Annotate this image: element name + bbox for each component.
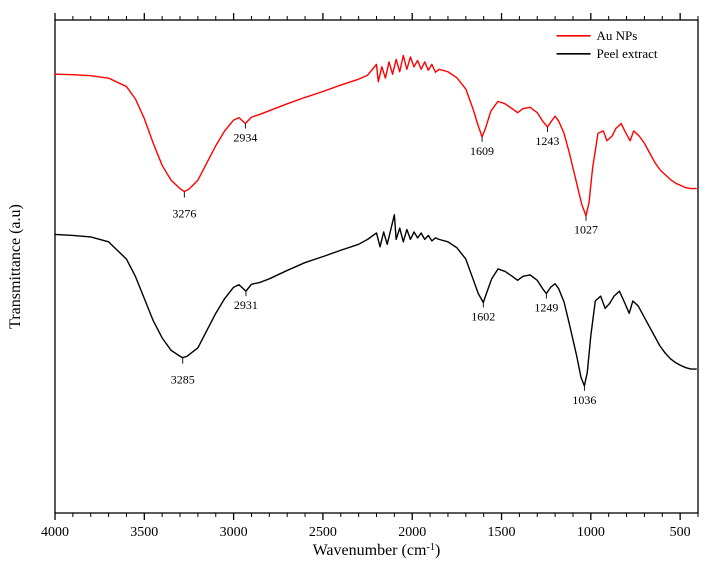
peak-label: 1609 <box>470 144 494 158</box>
legend-label: Au NPs <box>597 28 638 43</box>
peak-label: 1602 <box>471 310 495 324</box>
peak-label: 3285 <box>171 373 195 387</box>
peak-label: 2934 <box>233 131 257 145</box>
y-axis-label: Transmittance (a.u) <box>7 204 24 329</box>
x-tick-label: 3500 <box>130 525 158 540</box>
ftir-chart: 4000 3500 3000 2500 2000 1500 1000 500 Wavenumbe… <box>0 0 710 563</box>
peak-label: 2931 <box>234 298 258 312</box>
x-tick-label: 2500 <box>309 525 337 540</box>
x-axis-label: Wavenumber (cm-1) <box>313 542 441 560</box>
peak-label: 1249 <box>534 301 558 315</box>
chart-background <box>0 0 710 563</box>
x-tick-label: 500 <box>670 525 691 540</box>
peak-label: 1243 <box>535 134 559 148</box>
peak-label: 1027 <box>574 223 598 237</box>
peak-label: 1036 <box>572 393 596 407</box>
x-tick-label: 3000 <box>220 525 248 540</box>
x-tick-label: 1500 <box>488 525 516 540</box>
x-tick-label: 4000 <box>41 525 69 540</box>
chart-svg: 4000 3500 3000 2500 2000 1500 1000 500 Wavenumbe… <box>0 0 710 563</box>
peak-label: 3276 <box>172 207 196 221</box>
legend-label: Peel extract <box>597 46 658 61</box>
x-tick-label: 1000 <box>577 525 605 540</box>
x-tick-label: 2000 <box>398 525 426 540</box>
